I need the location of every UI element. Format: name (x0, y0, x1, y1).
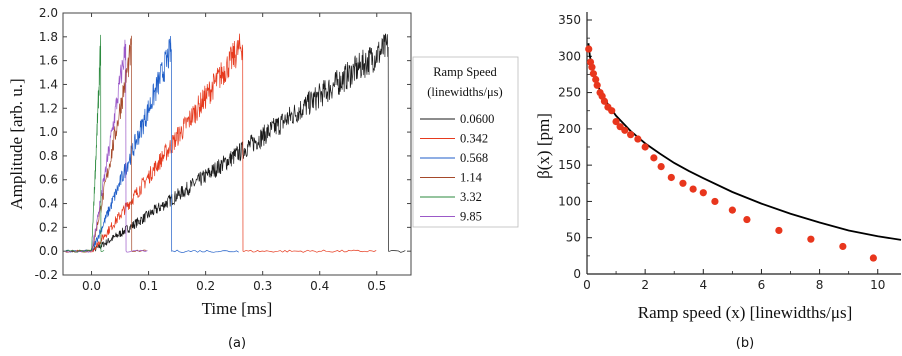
xtick-label: 0.2 (196, 279, 215, 293)
data-point (650, 154, 658, 162)
plot-a-xlabel: Time [ms] (202, 299, 273, 318)
data-point (600, 97, 609, 105)
plot-b-caption: (b) (736, 336, 754, 351)
panel-a: -0.2 0.0 0.2 0.4 0.6 0.8 1.0 1.2 1.4 1.6 1.8 2.0 0.0… (7, 6, 519, 351)
data-point (667, 173, 675, 182)
xtick-label: 0.5 (367, 279, 386, 293)
ytick-label: 100 (558, 194, 581, 208)
xtick-label: 6 (758, 278, 766, 292)
plot-a-ticks: -0.2 0.0 0.2 0.4 0.6 0.8 1.0 1.2 1.4 1.6 1.8 2.0 0.0… (35, 6, 411, 293)
ytick-label: 1.8 (39, 30, 58, 44)
ytick-label: 1.2 (39, 101, 58, 115)
xtick-label: 10 (870, 278, 885, 292)
data-point (589, 70, 598, 78)
legend-box (412, 56, 519, 228)
xtick-label: 4 (699, 278, 707, 292)
ytick-label: 150 (558, 158, 581, 172)
ytick-label: 0.2 (39, 220, 58, 234)
series-line-0.0600 (65, 33, 406, 253)
ytick-label: 1.6 (39, 54, 58, 68)
legend-entry-label: 0.342 (460, 132, 488, 146)
plot-b-points (585, 45, 877, 262)
series-line-0.568 (65, 36, 239, 253)
data-point (612, 118, 620, 126)
plot-b-axes (586, 12, 901, 275)
plot-a-caption: (a) (228, 336, 246, 351)
series-line-9.85 (65, 39, 148, 253)
ytick-label: 0.8 (39, 149, 58, 163)
data-point (775, 226, 783, 235)
plot-a-legend: Ramp Speed (linewidths/μs) 0.06000.3420.… (412, 56, 519, 228)
data-point (641, 143, 649, 151)
ytick-label: 0.6 (39, 173, 58, 187)
xtick-label: 2 (641, 278, 649, 292)
legend-title-line2: (linewidths/μs) (427, 85, 502, 99)
xtick-label: 8 (816, 278, 824, 292)
data-point (621, 126, 629, 134)
data-point (588, 63, 596, 71)
data-point (699, 189, 707, 197)
data-point (711, 197, 719, 206)
data-point (743, 215, 751, 224)
legend-entry-label: 0.0600 (460, 112, 494, 126)
xtick-label: 0.1 (139, 279, 158, 293)
legend-entries: 0.0600 0.342 0.568 1.14 3.32 9.85 (420, 112, 494, 224)
ytick-label: 50 (566, 231, 581, 245)
plot-b-xlabel: Ramp speed (x) [linewidths/μs] (638, 303, 853, 322)
data-point (689, 185, 697, 193)
data-point (807, 235, 815, 243)
ytick-label: 2.0 (39, 6, 58, 20)
ytick-label: 1.4 (39, 77, 58, 91)
series-line-0.342 (65, 33, 377, 253)
plot-a-series (65, 33, 406, 253)
plot-b-ylabel: β(x) [pm] (534, 113, 553, 179)
data-point (627, 131, 635, 139)
data-point (608, 107, 616, 115)
data-point (728, 206, 736, 214)
ytick-label: 1.0 (39, 125, 58, 139)
data-point (869, 254, 877, 262)
legend-entry-label: 9.85 (460, 210, 482, 224)
ytick-label: 0.4 (39, 197, 58, 211)
data-point (585, 45, 593, 53)
data-point (593, 81, 601, 89)
xtick-label: 0.0 (82, 279, 101, 293)
ytick-label: 350 (558, 13, 581, 27)
plot-a-ylabel: Amplitude [arb. u.] (7, 78, 26, 209)
ytick-label: 300 (558, 49, 581, 63)
legend-entry-label: 3.32 (460, 190, 482, 204)
ytick-label: 250 (558, 86, 581, 100)
series-line-3.32 (65, 34, 105, 253)
xtick-label: 0 (583, 278, 591, 292)
data-point (634, 135, 642, 143)
legend-title-line1: Ramp Speed (433, 65, 497, 79)
xtick-label: 0.4 (310, 279, 329, 293)
data-point (679, 179, 687, 187)
xtick-label: 0.3 (253, 279, 272, 293)
legend-entry-label: 0.568 (460, 151, 488, 165)
data-point (657, 162, 665, 171)
data-point (839, 242, 847, 251)
ytick-label: 200 (558, 122, 581, 136)
ytick-label: -0.2 (35, 268, 58, 282)
panel-b: 0 50 100 150 200 250 300 350 0 2 4 6 8 10 Ramp speed … (534, 12, 902, 351)
plot-a-frame (62, 12, 412, 276)
legend-entry-label: 1.14 (460, 171, 483, 185)
data-point (592, 75, 600, 84)
ytick-label: 0 (573, 267, 581, 281)
ytick-label: 0.0 (39, 244, 58, 258)
plot-b-ticks: 0 50 100 150 200 250 300 350 0 2 4 6 8 10 (558, 13, 885, 292)
